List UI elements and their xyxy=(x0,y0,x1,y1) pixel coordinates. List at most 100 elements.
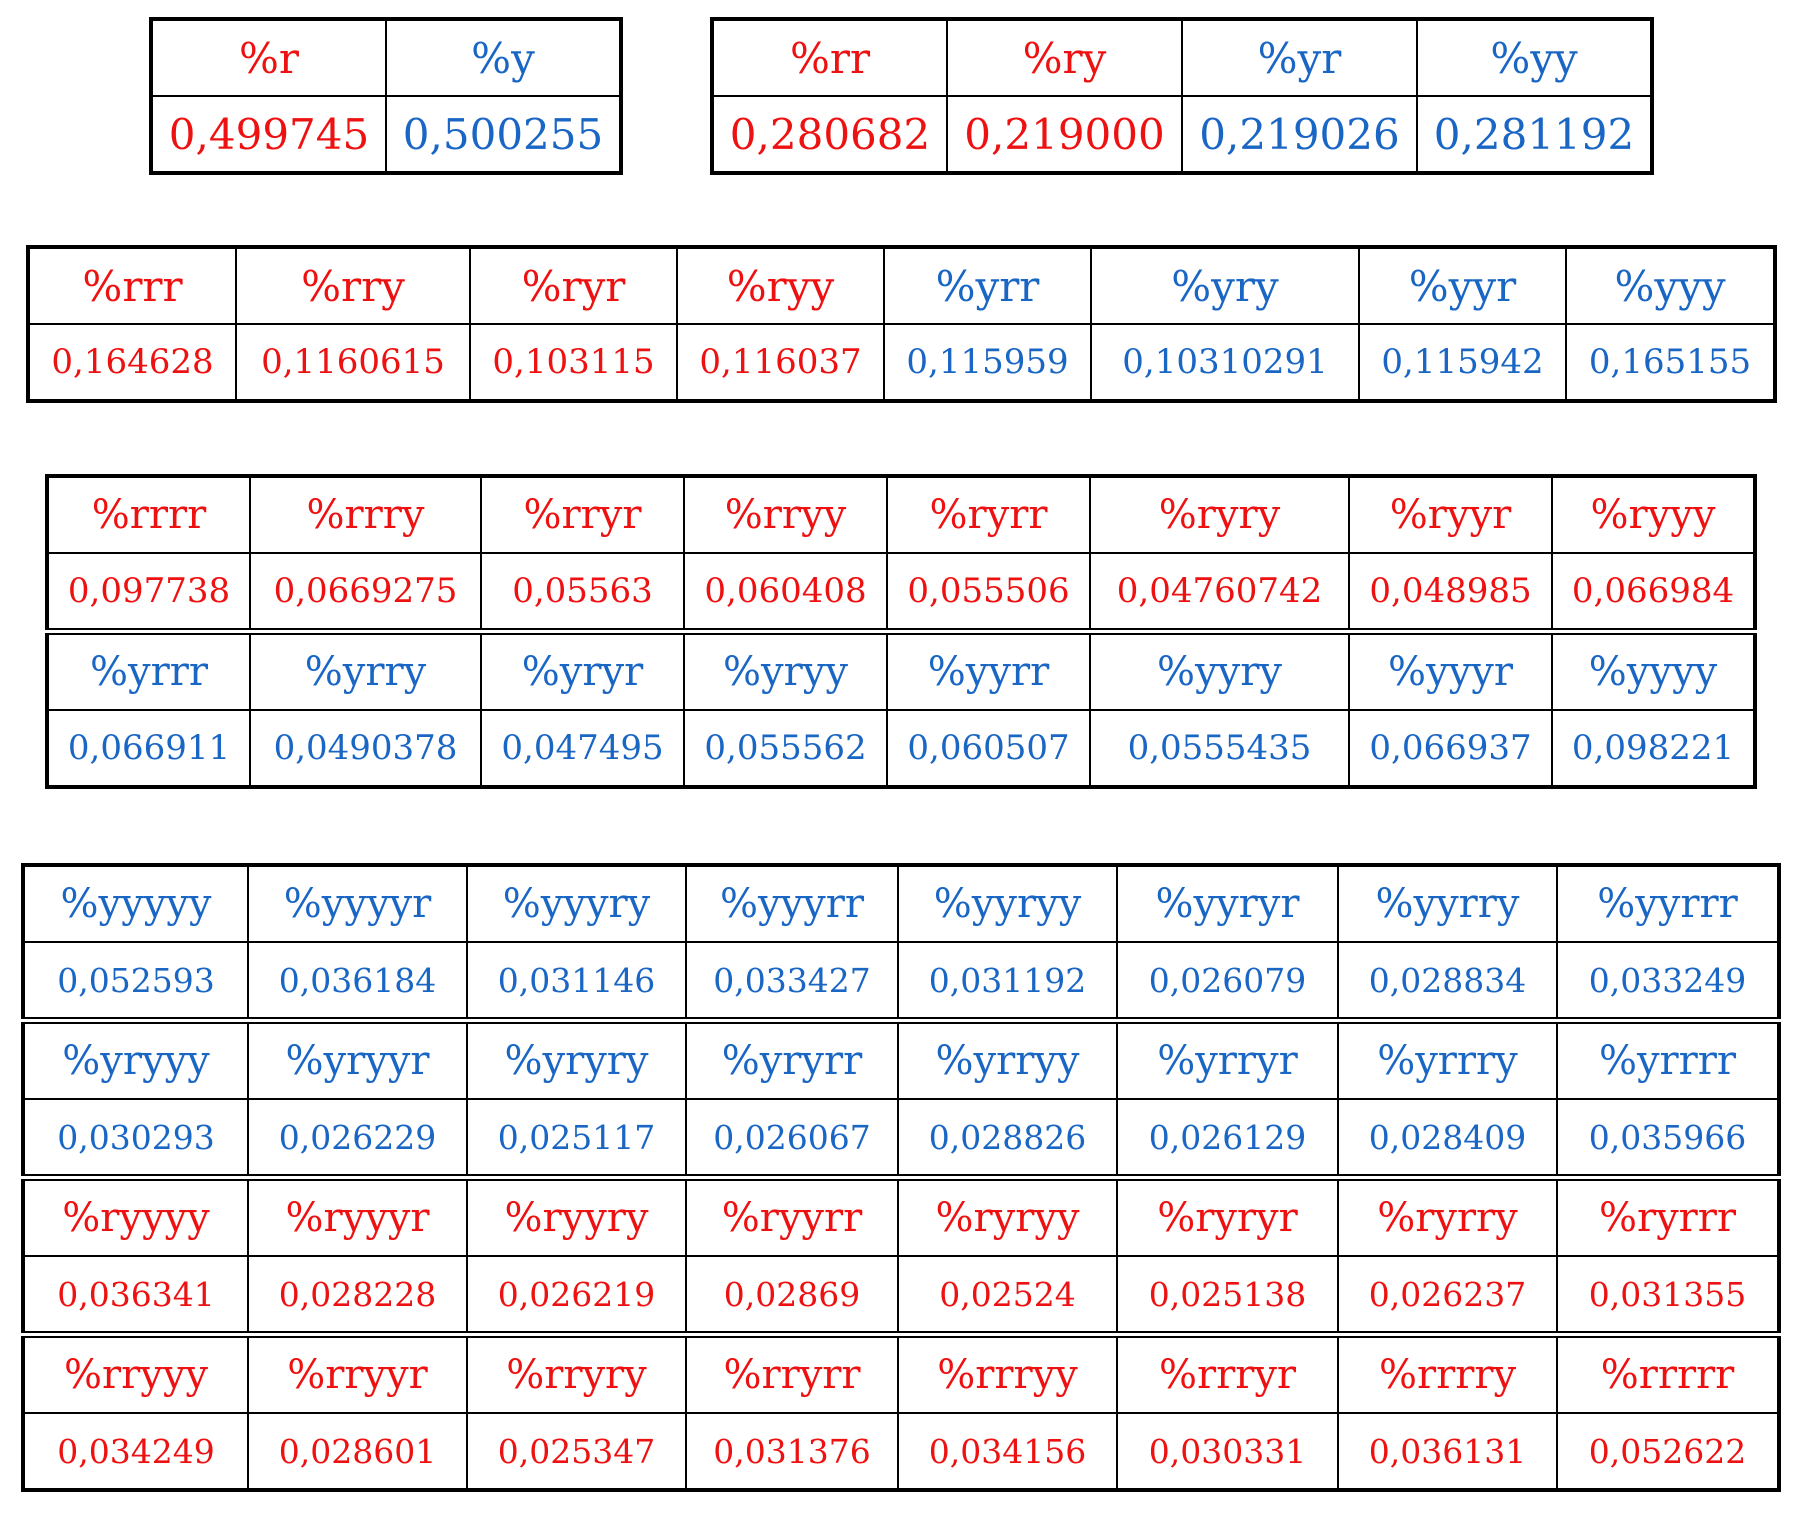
table-row-headers: %ryyyy %ryyyr %ryyry %ryyrr %ryryy %ryry… xyxy=(22,1174,1780,1257)
header-cell: %r xyxy=(150,18,387,97)
header-cell: %ryyy xyxy=(1551,475,1756,554)
header-cell: %ryryy xyxy=(897,1174,1118,1257)
header-cell: %rryy xyxy=(683,475,888,554)
value-cell: 0,281192 xyxy=(1416,95,1653,174)
value-cell: 0,028834 xyxy=(1337,941,1558,1022)
header-cell: %yrryy xyxy=(897,1017,1118,1100)
header-cell: %yyry xyxy=(1089,628,1350,711)
value-cell: 0,026067 xyxy=(685,1098,899,1179)
header-cell: %yyyyy xyxy=(22,864,249,943)
header-cell: %ryr xyxy=(469,246,678,325)
header-cell: %yyyyr xyxy=(247,864,468,943)
header-cell: %yrr xyxy=(883,246,1092,325)
header-cell: %rrryr xyxy=(1116,1331,1339,1414)
header-cell: %yyyr xyxy=(1348,628,1553,711)
header-cell: %yryyr xyxy=(247,1017,468,1100)
value-cell: 0,060408 xyxy=(683,552,888,633)
header-cell: %yyyrr xyxy=(685,864,899,943)
value-cell: 0,052622 xyxy=(1556,1412,1780,1491)
header-cell: %ryry xyxy=(1089,475,1350,554)
header-cell: %ryryr xyxy=(1116,1174,1339,1257)
header-cell: %rryyr xyxy=(247,1331,468,1414)
header-cell: %ryyyr xyxy=(247,1174,468,1257)
value-cell: 0,500255 xyxy=(385,95,622,174)
header-cell: %ry xyxy=(946,18,1183,97)
header-cell: %rryr xyxy=(480,475,685,554)
value-cell: 0,055506 xyxy=(886,552,1091,633)
header-cell: %yyryy xyxy=(897,864,1118,943)
header-cell: %yyrry xyxy=(1337,864,1558,943)
value-cell: 0,036184 xyxy=(247,941,468,1022)
value-cell: 0,052593 xyxy=(22,941,249,1022)
header-cell: %yry xyxy=(1090,246,1360,325)
header-cell: %rryyy xyxy=(22,1331,249,1414)
table-row-headers: %rrr %rry %ryr %ryy %yrr %yry %yyr %yyy xyxy=(27,246,1776,325)
table-row-values: 0,280682 0,219000 0,219026 0,281192 xyxy=(711,95,1653,174)
value-cell: 0,028228 xyxy=(247,1255,468,1336)
value-cell: 0,031192 xyxy=(897,941,1118,1022)
value-cell: 0,098221 xyxy=(1551,709,1756,788)
value-cell: 0,103115 xyxy=(469,323,678,402)
table-row-values: 0,034249 0,028601 0,025347 0,031376 0,03… xyxy=(22,1412,1780,1491)
value-cell: 0,033249 xyxy=(1556,941,1780,1022)
value-cell: 0,066937 xyxy=(1348,709,1553,788)
header-cell: %yyryr xyxy=(1116,864,1339,943)
value-cell: 0,116037 xyxy=(676,323,885,402)
value-cell: 0,025117 xyxy=(466,1098,687,1179)
header-cell: %yryry xyxy=(466,1017,687,1100)
table-row-values: 0,036341 0,028228 0,026219 0,02869 0,025… xyxy=(22,1255,1780,1336)
table-row-values: 0,499745 0,500255 xyxy=(150,95,622,174)
header-cell: %yyrrr xyxy=(1556,864,1780,943)
header-cell: %yryr xyxy=(480,628,685,711)
table-1-letter: %r %y 0,499745 0,500255 xyxy=(149,17,623,175)
header-cell: %rrrr xyxy=(46,475,251,554)
header-cell: %ryrr xyxy=(886,475,1091,554)
header-cell: %yrrr xyxy=(46,628,251,711)
value-cell: 0,034249 xyxy=(22,1412,249,1491)
header-cell: %rryry xyxy=(466,1331,687,1414)
value-cell: 0,060507 xyxy=(886,709,1091,788)
value-cell: 0,219000 xyxy=(946,95,1183,174)
table-row-headers: %yyyyy %yyyyr %yyyry %yyyrr %yyryy %yyry… xyxy=(22,864,1780,943)
value-cell: 0,031146 xyxy=(466,941,687,1022)
value-cell: 0,035966 xyxy=(1556,1098,1780,1179)
table-row-values: 0,052593 0,036184 0,031146 0,033427 0,03… xyxy=(22,941,1780,1022)
table-row-values: 0,164628 0,1160615 0,103115 0,116037 0,1… xyxy=(27,323,1776,402)
header-cell: %yrryr xyxy=(1116,1017,1339,1100)
header-cell: %rryrr xyxy=(685,1331,899,1414)
value-cell: 0,028409 xyxy=(1337,1098,1558,1179)
value-cell: 0,028826 xyxy=(897,1098,1118,1179)
value-cell: 0,115942 xyxy=(1358,323,1567,402)
value-cell: 0,026219 xyxy=(466,1255,687,1336)
value-cell: 0,025138 xyxy=(1116,1255,1339,1336)
table-row-values: 0,030293 0,026229 0,025117 0,026067 0,02… xyxy=(22,1098,1780,1179)
value-cell: 0,097738 xyxy=(46,552,251,633)
value-cell: 0,10310291 xyxy=(1090,323,1360,402)
header-cell: %yyyry xyxy=(466,864,687,943)
value-cell: 0,0555435 xyxy=(1089,709,1350,788)
header-cell: %yryrr xyxy=(685,1017,899,1100)
header-cell: %ryyrr xyxy=(685,1174,899,1257)
header-cell: %yr xyxy=(1181,18,1418,97)
value-cell: 0,165155 xyxy=(1565,323,1776,402)
value-cell: 0,0490378 xyxy=(249,709,482,788)
value-cell: 0,066911 xyxy=(46,709,251,788)
table-row-headers: %yrrr %yrry %yryr %yryy %yyrr %yyry %yyy… xyxy=(46,628,1756,711)
value-cell: 0,164628 xyxy=(27,323,237,402)
value-cell: 0,026237 xyxy=(1337,1255,1558,1336)
table-5-letter: %yyyyy %yyyyr %yyyry %yyyrr %yyryy %yyry… xyxy=(21,863,1781,1492)
value-cell: 0,066984 xyxy=(1551,552,1756,633)
value-cell: 0,033427 xyxy=(685,941,899,1022)
header-cell: %yyrr xyxy=(886,628,1091,711)
value-cell: 0,034156 xyxy=(897,1412,1118,1491)
value-cell: 0,026079 xyxy=(1116,941,1339,1022)
value-cell: 0,115959 xyxy=(883,323,1092,402)
table-row-values: 0,097738 0,0669275 0,05563 0,060408 0,05… xyxy=(46,552,1756,633)
table-row-values: 0,066911 0,0490378 0,047495 0,055562 0,0… xyxy=(46,709,1756,788)
value-cell: 0,219026 xyxy=(1181,95,1418,174)
table-3-letter: %rrr %rry %ryr %ryy %yrr %yry %yyr %yyy … xyxy=(26,245,1777,403)
header-cell: %rr xyxy=(711,18,948,97)
header-cell: %ryrry xyxy=(1337,1174,1558,1257)
header-cell: %yyy xyxy=(1565,246,1776,325)
table-row-headers: %rrrr %rrry %rryr %rryy %ryrr %ryry %ryy… xyxy=(46,475,1756,554)
